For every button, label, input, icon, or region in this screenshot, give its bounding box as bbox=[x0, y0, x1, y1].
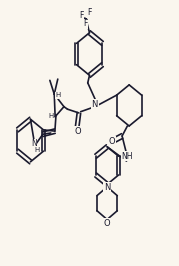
Text: N: N bbox=[31, 139, 37, 148]
Text: H: H bbox=[55, 92, 61, 98]
Text: O: O bbox=[109, 136, 115, 146]
Text: H: H bbox=[34, 147, 40, 153]
Text: F: F bbox=[87, 8, 91, 17]
Text: NH: NH bbox=[122, 152, 133, 161]
Text: O: O bbox=[104, 219, 110, 228]
Text: F: F bbox=[79, 11, 83, 20]
Text: F: F bbox=[83, 19, 87, 28]
Text: N: N bbox=[92, 100, 98, 109]
Text: O: O bbox=[75, 127, 81, 136]
Text: H: H bbox=[49, 113, 54, 119]
Text: N: N bbox=[104, 183, 110, 192]
